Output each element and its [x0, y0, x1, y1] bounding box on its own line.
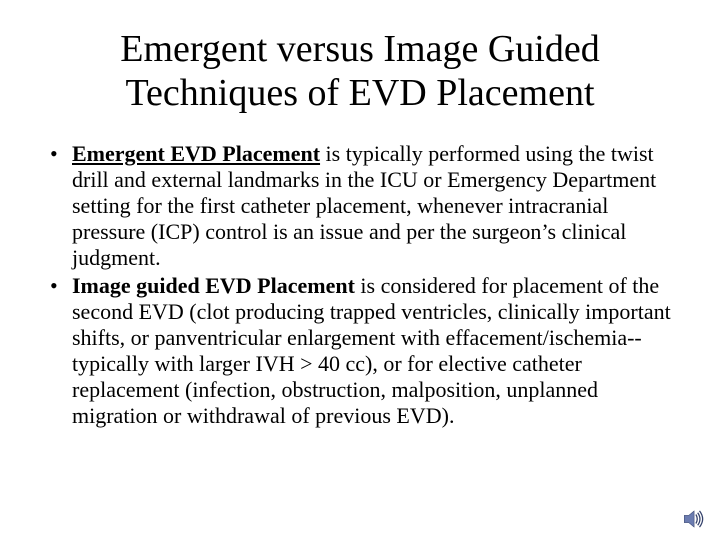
bullet-lead: Image guided EVD Placement [72, 273, 355, 298]
slide-title: Emergent versus Image Guided Techniques … [40, 28, 680, 115]
bullet-item: Emergent EVD Placement is typically perf… [44, 141, 680, 271]
bullet-lead: Emergent EVD Placement [72, 141, 320, 166]
bullet-item: Image guided EVD Placement is considered… [44, 273, 680, 429]
bullet-list: Emergent EVD Placement is typically perf… [40, 141, 680, 428]
sound-icon[interactable] [684, 510, 706, 528]
slide: Emergent versus Image Guided Techniques … [0, 0, 720, 540]
